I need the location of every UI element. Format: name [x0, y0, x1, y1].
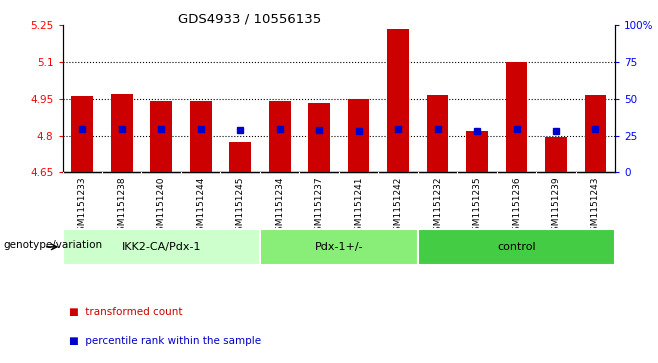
Bar	[260, 229, 418, 265]
Text: GSM1151242: GSM1151242	[393, 177, 403, 237]
Text: GSM1151235: GSM1151235	[472, 177, 482, 237]
Bar	[505, 62, 527, 172]
Text: Pdx-1+/-: Pdx-1+/-	[315, 242, 363, 252]
Text: GDS4933 / 10556135: GDS4933 / 10556135	[178, 13, 322, 26]
Bar	[150, 101, 172, 172]
Text: IKK2-CA/Pdx-1: IKK2-CA/Pdx-1	[122, 242, 201, 252]
Bar	[387, 29, 409, 172]
Bar	[190, 101, 212, 172]
Bar	[111, 94, 132, 172]
Text: GSM1151244: GSM1151244	[196, 177, 205, 237]
Bar	[545, 137, 567, 172]
Text: GSM1151232: GSM1151232	[433, 177, 442, 237]
Bar	[308, 103, 330, 172]
Bar	[426, 95, 449, 172]
Text: GSM1151238: GSM1151238	[117, 177, 126, 237]
Bar	[269, 101, 291, 172]
Bar	[71, 97, 93, 172]
Text: GSM1151237: GSM1151237	[315, 177, 324, 237]
Text: genotype/variation: genotype/variation	[3, 240, 103, 250]
Text: ■  percentile rank within the sample: ■ percentile rank within the sample	[69, 336, 261, 346]
Bar	[418, 229, 615, 265]
Text: GSM1151234: GSM1151234	[275, 177, 284, 237]
Text: GSM1151239: GSM1151239	[551, 177, 561, 237]
Text: GSM1151241: GSM1151241	[354, 177, 363, 237]
Bar	[466, 131, 488, 172]
Text: GSM1151233: GSM1151233	[78, 177, 87, 237]
Bar	[347, 99, 370, 172]
Text: control: control	[497, 242, 536, 252]
Text: ■  transformed count: ■ transformed count	[69, 307, 182, 317]
Text: GSM1151236: GSM1151236	[512, 177, 521, 237]
Bar	[63, 229, 260, 265]
Text: GSM1151243: GSM1151243	[591, 177, 600, 237]
Bar	[584, 95, 607, 172]
Bar	[229, 142, 251, 172]
Text: GSM1151240: GSM1151240	[157, 177, 166, 237]
Text: GSM1151245: GSM1151245	[236, 177, 245, 237]
